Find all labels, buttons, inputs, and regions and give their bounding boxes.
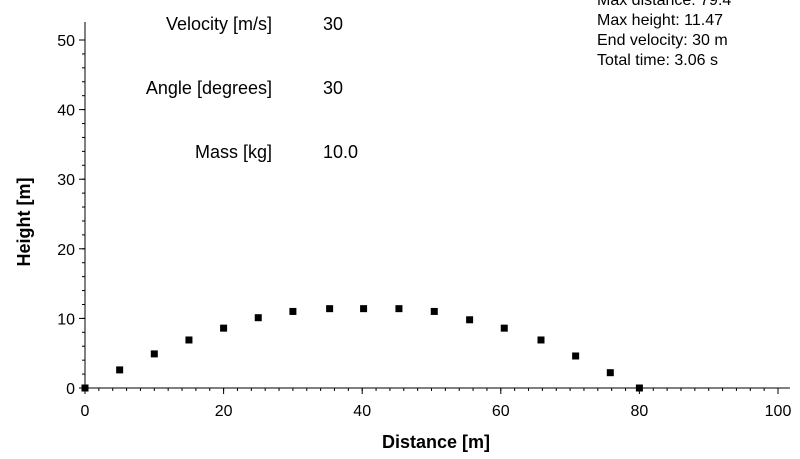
data-point	[635, 384, 643, 392]
data-point	[500, 324, 508, 332]
velocity-value[interactable]: 30	[323, 14, 344, 34]
chart-axes: 0 20 40 60 80 100 0 10 20 30 40 50	[57, 22, 791, 420]
x-tick-label: 60	[492, 403, 510, 420]
x-tick-label: 40	[353, 403, 371, 420]
data-point	[537, 336, 545, 344]
velocity-label: Velocity [m/s]	[165, 14, 272, 34]
end-velocity-result: End velocity: 30 m	[597, 32, 728, 49]
y-tick-label: 0	[66, 381, 75, 398]
y-tick-label: 10	[57, 311, 75, 328]
y-tick-label: 30	[57, 172, 75, 189]
x-tick-label: 100	[765, 403, 792, 420]
angle-value[interactable]: 30	[323, 78, 344, 98]
data-point	[606, 369, 614, 377]
x-tick-label: 20	[215, 403, 233, 420]
data-point	[81, 384, 89, 392]
data-point	[466, 316, 474, 324]
data-point	[326, 305, 334, 313]
data-point	[360, 305, 368, 313]
data-point	[150, 350, 158, 358]
x-axis-label: Distance [m]	[382, 432, 490, 452]
data-point	[220, 324, 228, 332]
y-tick-label: 50	[57, 33, 75, 50]
y-axis-label: Height [m]	[14, 178, 34, 267]
max-distance-result: Max distance: 79.4	[597, 0, 732, 9]
total-time-result: Total time: 3.06 s	[597, 52, 718, 69]
data-point	[185, 336, 193, 344]
data-point	[116, 366, 124, 374]
data-point	[430, 307, 438, 315]
angle-label: Angle [degrees]	[145, 78, 272, 98]
x-tick-label: 80	[631, 403, 649, 420]
y-tick-label: 20	[57, 242, 75, 259]
mass-label: Mass [kg]	[194, 142, 272, 162]
x-tick-label: 0	[81, 403, 90, 420]
data-point	[395, 305, 403, 313]
y-tick-label: 40	[57, 103, 75, 120]
mass-value[interactable]: 10.0	[323, 142, 359, 162]
data-point	[289, 307, 297, 315]
data-point	[572, 352, 580, 360]
data-point	[254, 314, 262, 322]
chart-points	[81, 305, 643, 392]
max-height-result: Max height: 11.47	[597, 12, 724, 29]
